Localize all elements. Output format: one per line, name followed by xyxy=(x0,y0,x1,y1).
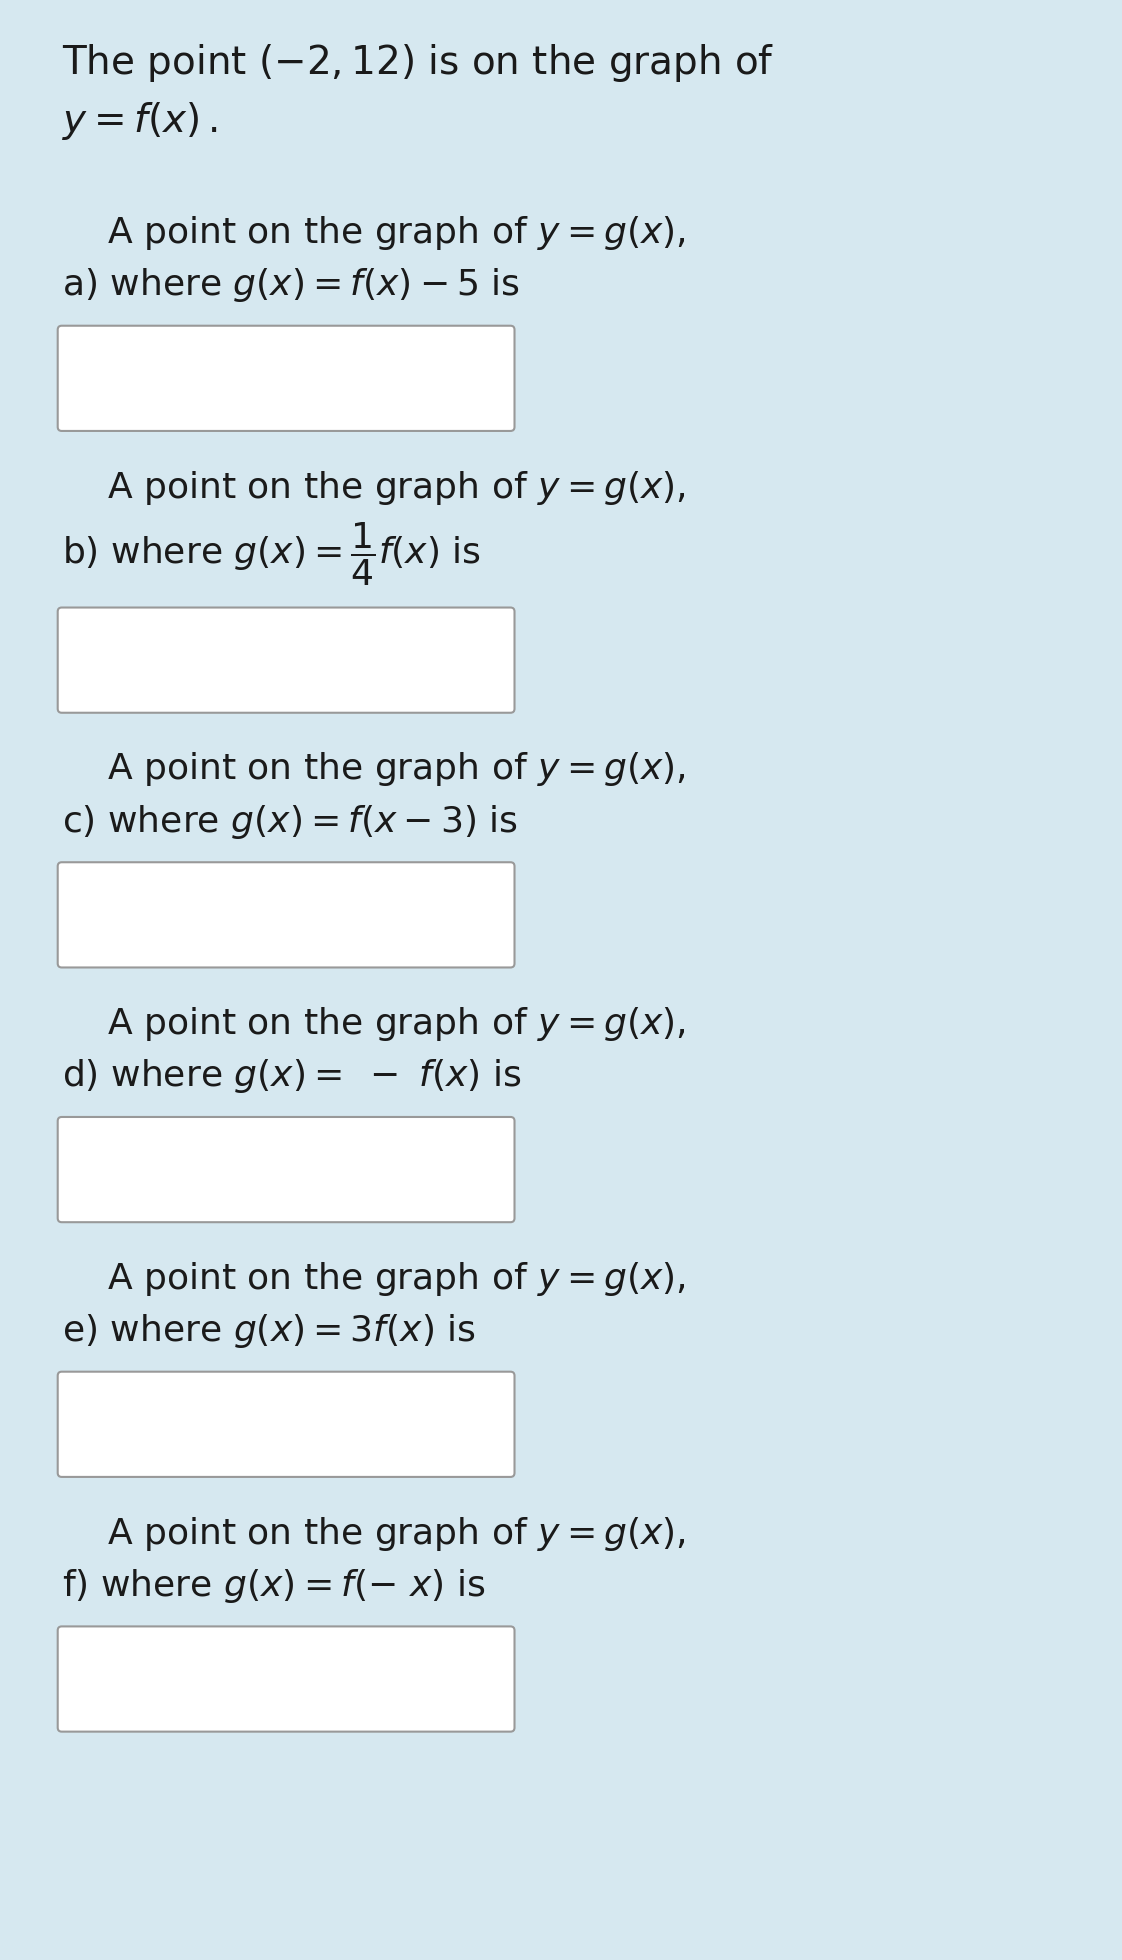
Text: e) where $g(x) = 3f(x)$ is: e) where $g(x) = 3f(x)$ is xyxy=(62,1313,476,1350)
Text: A point on the graph of $y = g(x)$,: A point on the graph of $y = g(x)$, xyxy=(107,1005,686,1043)
Text: d) where $g(x) =\ -\ f(x)$ is: d) where $g(x) =\ -\ f(x)$ is xyxy=(62,1058,521,1096)
FancyBboxPatch shape xyxy=(57,1627,515,1731)
FancyBboxPatch shape xyxy=(57,862,515,968)
FancyBboxPatch shape xyxy=(57,1372,515,1478)
Text: The point $( - 2, 12)$ is on the graph of: The point $( - 2, 12)$ is on the graph o… xyxy=(62,41,774,84)
Text: A point on the graph of $y = g(x)$,: A point on the graph of $y = g(x)$, xyxy=(107,1515,686,1552)
Text: A point on the graph of $y = g(x)$,: A point on the graph of $y = g(x)$, xyxy=(107,214,686,253)
FancyBboxPatch shape xyxy=(57,608,515,713)
Text: f) where $g(x) = f(-\ x)$ is: f) where $g(x) = f(-\ x)$ is xyxy=(62,1566,485,1605)
FancyBboxPatch shape xyxy=(57,1117,515,1223)
Text: A point on the graph of $y = g(x)$,: A point on the graph of $y = g(x)$, xyxy=(107,1260,686,1298)
FancyBboxPatch shape xyxy=(57,325,515,431)
Text: a) where $g(x) = f(x) - 5$ is: a) where $g(x) = f(x) - 5$ is xyxy=(62,267,519,304)
Text: b) where $g(x) = \dfrac{1}{4}f(x)$ is: b) where $g(x) = \dfrac{1}{4}f(x)$ is xyxy=(62,521,480,588)
Text: A point on the graph of $y = g(x)$,: A point on the graph of $y = g(x)$, xyxy=(107,468,686,506)
Text: $y = f(x)\,.$: $y = f(x)\,.$ xyxy=(62,100,217,141)
Text: c) where $g(x) = f(x - 3)$ is: c) where $g(x) = f(x - 3)$ is xyxy=(62,804,517,841)
Text: A point on the graph of $y = g(x)$,: A point on the graph of $y = g(x)$, xyxy=(107,751,686,788)
